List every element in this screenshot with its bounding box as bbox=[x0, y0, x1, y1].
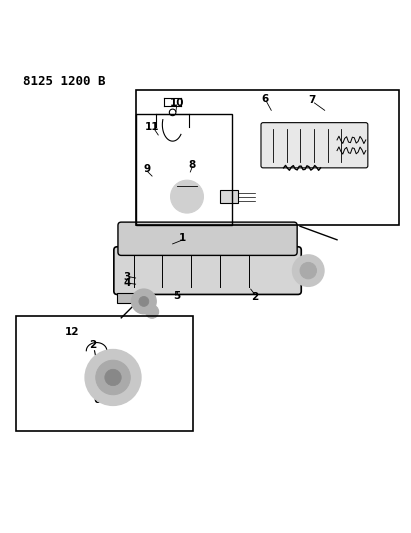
Text: 1: 1 bbox=[179, 233, 187, 243]
Text: 6: 6 bbox=[261, 94, 269, 104]
Text: 7: 7 bbox=[309, 95, 316, 105]
Bar bbox=[136, 115, 232, 225]
Text: 11: 11 bbox=[145, 122, 159, 132]
Bar bbox=[16, 316, 193, 431]
Circle shape bbox=[85, 350, 141, 406]
Bar bbox=[117, 293, 142, 303]
Text: 2: 2 bbox=[89, 340, 96, 350]
Text: 4: 4 bbox=[124, 278, 131, 288]
Text: 5: 5 bbox=[173, 291, 180, 301]
Bar bbox=[220, 190, 238, 203]
FancyBboxPatch shape bbox=[114, 247, 301, 294]
Bar bbox=[136, 90, 399, 225]
Circle shape bbox=[132, 289, 156, 314]
Text: 10: 10 bbox=[169, 98, 184, 108]
Text: 6: 6 bbox=[93, 395, 100, 405]
Circle shape bbox=[96, 360, 130, 395]
Circle shape bbox=[145, 305, 159, 318]
Circle shape bbox=[171, 180, 203, 213]
Circle shape bbox=[139, 296, 149, 306]
Text: 9: 9 bbox=[143, 164, 151, 174]
Text: 12: 12 bbox=[65, 327, 79, 337]
Circle shape bbox=[105, 369, 121, 386]
FancyBboxPatch shape bbox=[261, 123, 368, 168]
Text: 8125 1200 B: 8125 1200 B bbox=[23, 75, 105, 88]
Text: 2: 2 bbox=[251, 292, 259, 302]
Circle shape bbox=[268, 140, 278, 150]
Circle shape bbox=[293, 255, 324, 286]
FancyBboxPatch shape bbox=[118, 222, 297, 255]
Text: 3: 3 bbox=[124, 272, 131, 282]
Text: 8: 8 bbox=[189, 159, 196, 169]
Circle shape bbox=[300, 262, 316, 279]
